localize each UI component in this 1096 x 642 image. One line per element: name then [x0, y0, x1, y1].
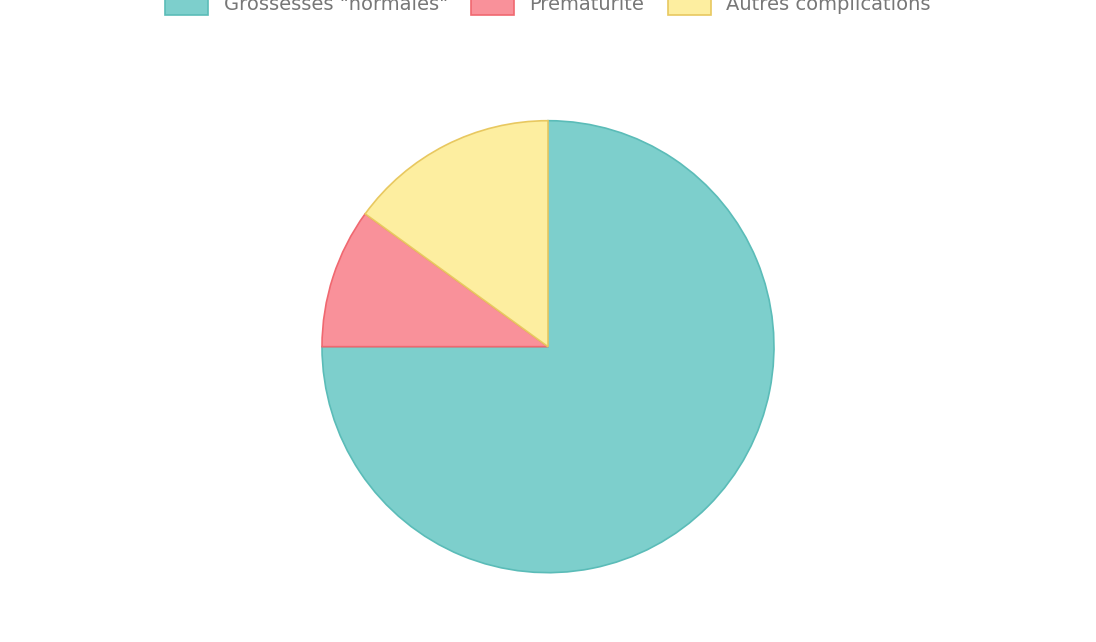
Wedge shape — [365, 121, 548, 347]
Wedge shape — [322, 121, 774, 573]
Legend: Grossesses "normales", Prématurité, Autres complications: Grossesses "normales", Prématurité, Autr… — [158, 0, 938, 23]
Wedge shape — [322, 214, 548, 347]
